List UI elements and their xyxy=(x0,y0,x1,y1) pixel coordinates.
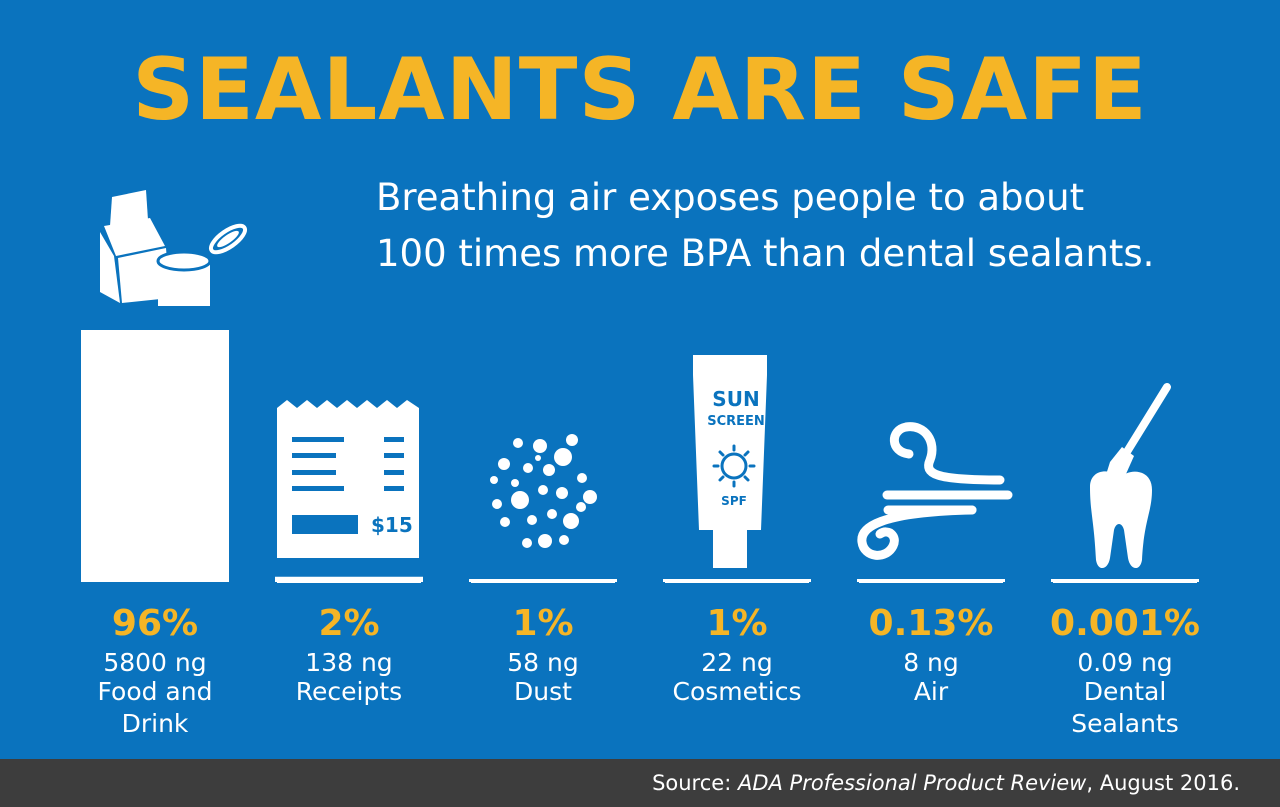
percent-label-food-and-drink: 96% xyxy=(112,603,198,644)
category-label-food-and-drink-1: Food and xyxy=(98,677,213,706)
baseline-receipts xyxy=(277,581,421,583)
sunscreen-label-sun: SUN xyxy=(712,387,759,411)
category-label-dust-1: Dust xyxy=(514,677,572,706)
page-title: SEALANTS ARE SAFE xyxy=(132,40,1148,140)
footer: Source: ADA Professional Product Review,… xyxy=(0,759,1280,807)
sunscreen-label-spf: SPF xyxy=(721,494,747,508)
source-suffix: , August 2016. xyxy=(1086,771,1240,795)
amount-label-food-and-drink: 5800 ng xyxy=(103,648,206,677)
tooth-and-brush-icon xyxy=(1090,383,1171,569)
sunscreen-tube-icon: SUN SCREEN SPF xyxy=(693,355,767,568)
sunscreen-label-screen: SCREEN xyxy=(707,414,765,429)
subtitle: Breathing air exposes people to about 10… xyxy=(376,170,1236,282)
category-label-food-and-drink-2: Drink xyxy=(122,709,189,738)
bar-receipts xyxy=(275,576,423,582)
milk-carton-and-can-icon xyxy=(100,190,248,306)
baseline-cosmetics xyxy=(665,581,809,583)
percent-label-air: 0.13% xyxy=(869,603,994,644)
category-label-cosmetics-1: Cosmetics xyxy=(672,677,801,706)
bar-food-and-drink xyxy=(81,330,229,582)
percent-label-cosmetics: 1% xyxy=(706,603,767,644)
subtitle-line-1: Breathing air exposes people to about xyxy=(376,176,1085,219)
baseline-air xyxy=(859,581,1003,583)
amount-label-cosmetics: 22 ng xyxy=(701,648,772,677)
source-citation: Source: ADA Professional Product Review,… xyxy=(652,759,1240,807)
bar-cosmetics xyxy=(663,579,811,582)
amount-label-air: 8 ng xyxy=(903,648,959,677)
bpa-chart: $15 SUN SCREEN xyxy=(81,190,1200,738)
wind-icon xyxy=(857,422,1013,560)
bars-group xyxy=(81,330,1199,583)
category-label-air-1: Air xyxy=(914,677,949,706)
amount-label-dental-sealants: 0.09 ng xyxy=(1077,648,1172,677)
dust-particles-icon xyxy=(490,434,597,548)
receipt-price: $15 xyxy=(371,513,413,537)
category-label-dental-sealants-2: Sealants xyxy=(1071,709,1179,738)
percent-label-dust: 1% xyxy=(512,603,573,644)
receipt-icon: $15 xyxy=(277,400,419,558)
percent-label-dental-sealants: 0.001% xyxy=(1050,603,1200,644)
amount-label-dust: 58 ng xyxy=(507,648,578,677)
percent-label-receipts: 2% xyxy=(318,603,379,644)
amount-label-receipts: 138 ng xyxy=(305,648,392,677)
bar-dental-sealants xyxy=(1051,579,1199,582)
bar-air xyxy=(857,579,1005,582)
source-publication: ADA Professional Product Review xyxy=(737,771,1087,795)
baseline-dental-sealants xyxy=(1053,581,1197,583)
category-label-dental-sealants-1: Dental xyxy=(1084,677,1167,706)
bar-dust xyxy=(469,579,617,582)
subtitle-line-2: 100 times more BPA than dental sealants. xyxy=(376,232,1155,275)
baseline-dust xyxy=(471,581,615,583)
source-prefix: Source: xyxy=(652,771,738,795)
category-label-receipts-1: Receipts xyxy=(296,677,402,706)
